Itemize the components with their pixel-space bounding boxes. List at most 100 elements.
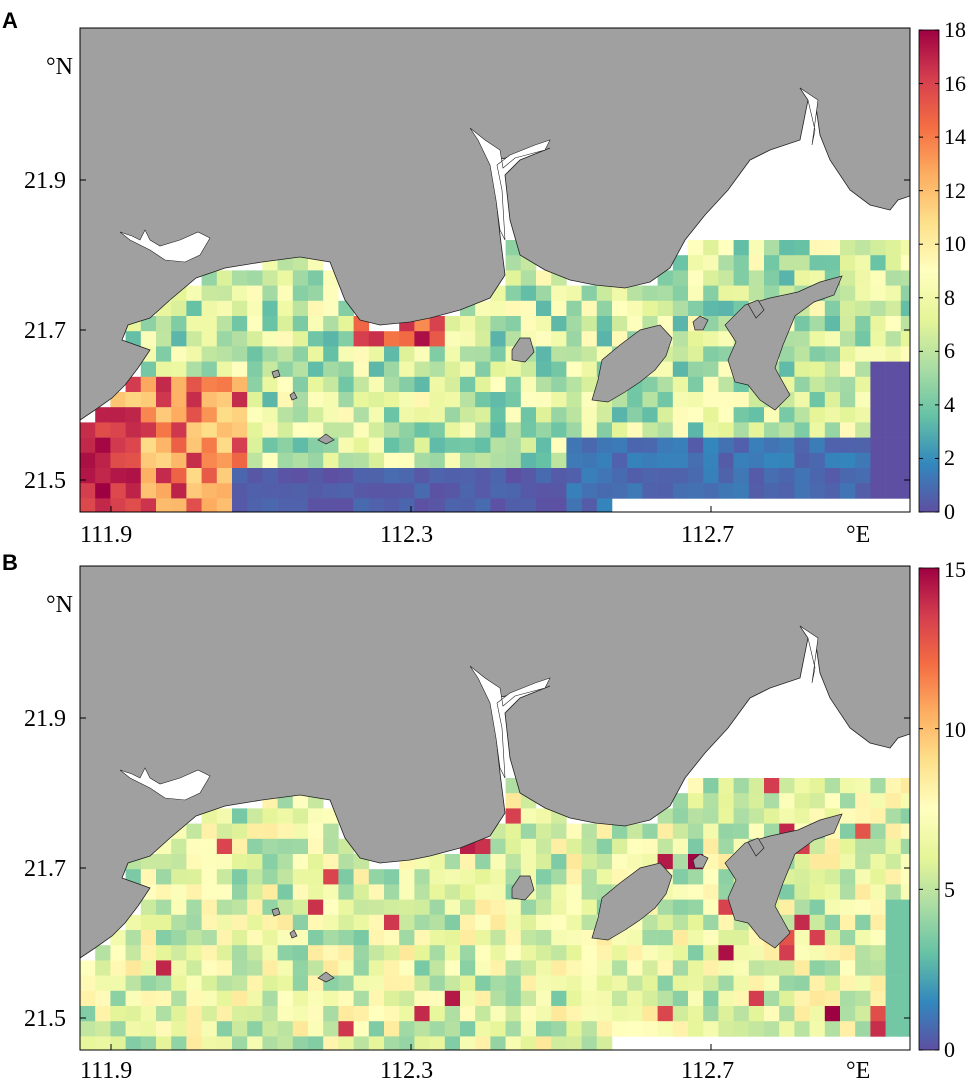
grid-cell bbox=[323, 960, 339, 976]
grid-cell bbox=[414, 990, 430, 1007]
grid-cell bbox=[505, 854, 522, 870]
grid-cell bbox=[384, 452, 400, 469]
grid-cell bbox=[840, 422, 856, 438]
grid-cell bbox=[642, 1006, 658, 1022]
grid-cell bbox=[718, 255, 734, 271]
grid-cell bbox=[368, 1021, 385, 1037]
grid-cell bbox=[672, 255, 689, 271]
grid-cell bbox=[277, 1006, 294, 1022]
panel-b-lat-unit: °N bbox=[46, 592, 73, 618]
grid-cell bbox=[475, 1021, 491, 1037]
grid-cell bbox=[338, 422, 354, 438]
grid-cell bbox=[216, 361, 233, 378]
grid-cell bbox=[277, 392, 294, 408]
grid-cell bbox=[688, 300, 704, 317]
grid-cell bbox=[520, 838, 537, 855]
grid-cell bbox=[292, 975, 309, 992]
grid-cell bbox=[551, 884, 567, 900]
grid-cell bbox=[414, 468, 430, 484]
grid-cell bbox=[323, 300, 339, 317]
grid-cell bbox=[748, 422, 765, 438]
grid-cell bbox=[718, 331, 734, 347]
grid-cell bbox=[232, 808, 248, 824]
grid-cell bbox=[764, 778, 780, 794]
grid-cell bbox=[794, 884, 810, 900]
grid-cell bbox=[216, 452, 233, 469]
grid-cell bbox=[840, 270, 856, 286]
grid-cell bbox=[840, 331, 856, 347]
grid-cell bbox=[308, 270, 324, 286]
grid-cell bbox=[171, 376, 187, 393]
grid-cell bbox=[672, 914, 689, 931]
grid-cell bbox=[125, 392, 142, 408]
grid-cell bbox=[536, 407, 552, 423]
grid-cell bbox=[475, 361, 491, 378]
grid-cell bbox=[216, 1021, 233, 1037]
grid-cell bbox=[672, 1021, 689, 1037]
grid-cell bbox=[277, 361, 294, 378]
grid-cell bbox=[95, 960, 111, 976]
grid-cell bbox=[80, 437, 96, 454]
grid-cell bbox=[247, 498, 263, 512]
grid-cell bbox=[627, 452, 643, 469]
grid-cell bbox=[308, 285, 324, 302]
grid-cell bbox=[520, 823, 537, 840]
grid-cell bbox=[384, 884, 400, 900]
grid-cell bbox=[900, 930, 910, 946]
grid-cell bbox=[353, 498, 370, 512]
grid-cell bbox=[596, 452, 613, 469]
grid-cell bbox=[688, 452, 704, 469]
grid-cell bbox=[216, 316, 233, 332]
grid-cell bbox=[536, 452, 552, 469]
grid-cell bbox=[368, 468, 385, 484]
grid-cell bbox=[566, 990, 582, 1007]
grid-cell bbox=[460, 483, 476, 499]
grid-cell bbox=[308, 990, 324, 1007]
grid-cell bbox=[642, 468, 658, 484]
grid-cell bbox=[110, 960, 126, 976]
grid-cell bbox=[399, 1021, 415, 1037]
grid-cell bbox=[475, 392, 491, 408]
grid-cell bbox=[338, 407, 354, 423]
grid-cell bbox=[125, 407, 142, 423]
grid-cell bbox=[505, 960, 522, 976]
grid-cell bbox=[171, 452, 187, 469]
grid-cell bbox=[748, 240, 765, 256]
grid-cell bbox=[262, 392, 278, 408]
grid-cell bbox=[171, 407, 187, 423]
grid-cell bbox=[612, 407, 628, 423]
grid-cell bbox=[748, 778, 765, 794]
grid-cell bbox=[840, 300, 856, 317]
grid-cell bbox=[368, 392, 385, 408]
grid-cell bbox=[292, 331, 309, 347]
grid-cell bbox=[140, 930, 157, 946]
grid-cell bbox=[171, 869, 187, 885]
grid-cell bbox=[779, 1006, 795, 1022]
grid-cell bbox=[900, 468, 910, 484]
grid-cell bbox=[232, 346, 248, 362]
grid-cell bbox=[855, 407, 871, 423]
grid-cell bbox=[688, 392, 704, 408]
grid-cell bbox=[855, 452, 871, 469]
grid-cell bbox=[779, 960, 795, 976]
grid-cell bbox=[885, 975, 902, 992]
grid-cell bbox=[353, 899, 370, 916]
grid-cell bbox=[247, 823, 263, 840]
grid-cell bbox=[308, 975, 324, 992]
grid-cell bbox=[490, 1006, 506, 1022]
grid-cell bbox=[95, 1021, 111, 1037]
grid-cell bbox=[900, 300, 910, 317]
grid-cell bbox=[338, 990, 354, 1007]
grid-cell bbox=[885, 316, 902, 332]
grid-cell bbox=[551, 945, 567, 961]
grid-cell bbox=[581, 498, 598, 512]
grid-cell bbox=[566, 452, 582, 469]
grid-cell bbox=[703, 914, 719, 931]
grid-cell bbox=[551, 823, 567, 840]
grid-cell bbox=[475, 422, 491, 438]
grid-cell bbox=[840, 376, 856, 393]
grid-cell bbox=[247, 483, 263, 499]
grid-cell bbox=[95, 407, 111, 423]
grid-cell bbox=[870, 1021, 886, 1037]
grid-cell bbox=[399, 990, 415, 1007]
